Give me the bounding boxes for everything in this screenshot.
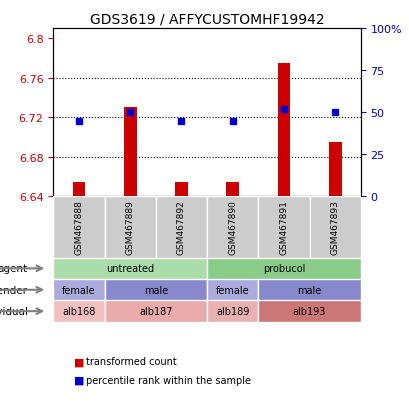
FancyBboxPatch shape bbox=[53, 258, 207, 279]
Text: agent: agent bbox=[0, 263, 28, 274]
FancyBboxPatch shape bbox=[258, 197, 309, 258]
Title: GDS3619 / AFFYCUSTOMHF19942: GDS3619 / AFFYCUSTOMHF19942 bbox=[90, 12, 324, 26]
FancyBboxPatch shape bbox=[104, 197, 155, 258]
Bar bbox=[226, 182, 238, 197]
Text: transformed count: transformed count bbox=[86, 356, 176, 366]
Text: gender: gender bbox=[0, 285, 28, 295]
FancyBboxPatch shape bbox=[53, 301, 104, 322]
Text: GSM467893: GSM467893 bbox=[330, 200, 339, 255]
FancyBboxPatch shape bbox=[207, 197, 258, 258]
FancyBboxPatch shape bbox=[207, 258, 360, 279]
Bar bbox=[277, 64, 290, 197]
Text: alb168: alb168 bbox=[62, 306, 95, 316]
Text: ■: ■ bbox=[74, 375, 84, 385]
Text: percentile rank within the sample: percentile rank within the sample bbox=[86, 375, 250, 385]
Text: female: female bbox=[62, 285, 96, 295]
Text: probucol: probucol bbox=[262, 263, 304, 274]
Text: GSM467892: GSM467892 bbox=[177, 200, 185, 255]
Text: individual: individual bbox=[0, 306, 28, 316]
FancyBboxPatch shape bbox=[104, 279, 207, 301]
Text: GSM467889: GSM467889 bbox=[126, 200, 134, 255]
Bar bbox=[175, 182, 187, 197]
Text: untreated: untreated bbox=[106, 263, 154, 274]
Bar bbox=[124, 108, 136, 197]
Text: male: male bbox=[143, 285, 168, 295]
Bar bbox=[328, 142, 341, 197]
Text: GSM467890: GSM467890 bbox=[228, 200, 236, 255]
Text: alb193: alb193 bbox=[292, 306, 326, 316]
Text: alb187: alb187 bbox=[139, 306, 172, 316]
FancyBboxPatch shape bbox=[207, 301, 258, 322]
FancyBboxPatch shape bbox=[309, 197, 360, 258]
FancyBboxPatch shape bbox=[258, 301, 360, 322]
FancyBboxPatch shape bbox=[258, 279, 360, 301]
FancyBboxPatch shape bbox=[53, 279, 104, 301]
Text: GSM467888: GSM467888 bbox=[74, 200, 83, 255]
Text: alb189: alb189 bbox=[216, 306, 249, 316]
FancyBboxPatch shape bbox=[53, 197, 104, 258]
Text: ■: ■ bbox=[74, 356, 84, 366]
FancyBboxPatch shape bbox=[104, 301, 207, 322]
FancyBboxPatch shape bbox=[155, 197, 207, 258]
Bar bbox=[72, 182, 85, 197]
Text: GSM467891: GSM467891 bbox=[279, 200, 288, 255]
FancyBboxPatch shape bbox=[207, 279, 258, 301]
Text: female: female bbox=[215, 285, 249, 295]
Text: male: male bbox=[297, 285, 321, 295]
